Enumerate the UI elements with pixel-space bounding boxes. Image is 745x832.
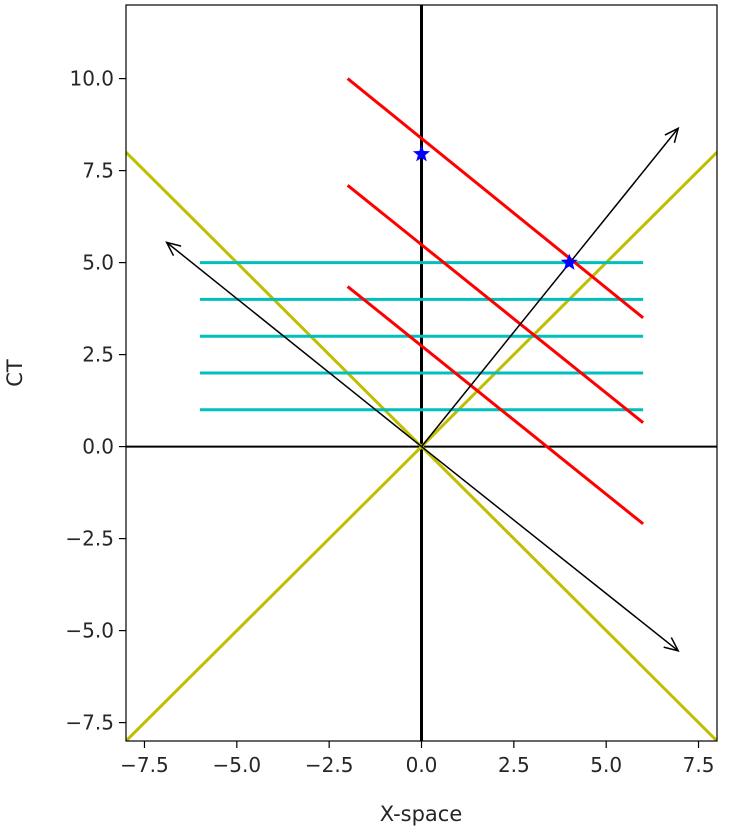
y-tick-label: 7.5 xyxy=(82,159,114,183)
arrow-2 xyxy=(420,126,680,448)
x-tick-label: 0.0 xyxy=(406,753,438,777)
arrow-shaft xyxy=(166,241,422,448)
star-marker-1 xyxy=(412,145,431,162)
y-tick-label: −7.5 xyxy=(65,711,114,735)
y-tick-label: −5.0 xyxy=(65,619,114,643)
arrow-1 xyxy=(165,241,422,448)
arrow-shaft xyxy=(420,127,679,448)
y-tick-label: 0.0 xyxy=(82,435,114,459)
arrow-shaft xyxy=(421,446,679,652)
x-tick-label: −2.5 xyxy=(305,753,354,777)
star-marker-2 xyxy=(560,253,578,270)
y-tick-label: 5.0 xyxy=(82,251,114,275)
x-tick-label: 2.5 xyxy=(498,753,530,777)
x-axis-label: X-space xyxy=(380,802,463,826)
red-line-1 xyxy=(346,77,645,319)
arrow-head xyxy=(664,126,680,143)
x-tick-label: −7.5 xyxy=(120,753,169,777)
x-tick-label: 7.5 xyxy=(683,753,715,777)
y-tick-label: 10.0 xyxy=(69,67,114,91)
y-tick-label: 2.5 xyxy=(82,343,114,367)
red-line-2 xyxy=(346,184,645,424)
x-tick-label: −5.0 xyxy=(213,753,262,777)
arrow-head xyxy=(663,637,680,652)
arrow-3 xyxy=(421,446,680,652)
red-line-3 xyxy=(346,285,645,526)
x-tick-label: 5.0 xyxy=(590,753,622,777)
y-tick-label: −2.5 xyxy=(65,527,114,551)
arrow-head xyxy=(165,241,182,257)
y-axis-label: CT xyxy=(3,359,27,387)
